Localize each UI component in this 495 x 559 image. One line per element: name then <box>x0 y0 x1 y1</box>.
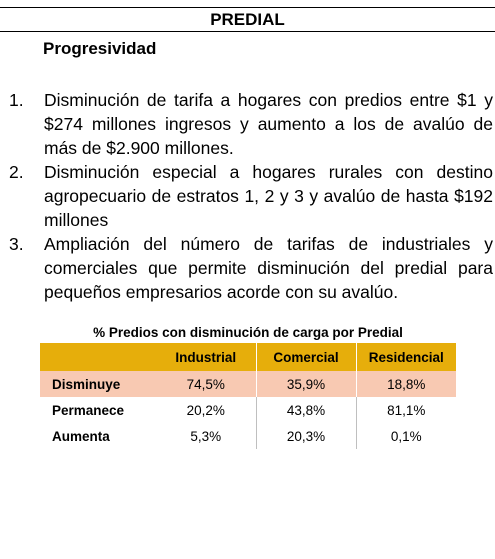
column-header-residencial: Residencial <box>355 343 456 371</box>
table-cell: 20,2% <box>186 402 225 418</box>
table-cell: 5,3% <box>190 428 222 444</box>
table-corner-cell <box>40 343 156 371</box>
list-item: 1. Disminución de tarifa a hogares con p… <box>0 88 495 160</box>
table-cell: 74,5% <box>156 371 256 397</box>
table-row: Disminuye 74,5% 35,9% 18,8% <box>40 371 456 397</box>
list-item-number: 2. <box>9 162 24 182</box>
list-item-text: Disminución especial a hogares rurales c… <box>44 162 493 230</box>
table-row: Aumenta 5,3% 20,3% 0,1% <box>40 423 456 449</box>
title-rule <box>0 31 495 32</box>
list-item-number: 3. <box>9 234 24 254</box>
table-row: Permanece 20,2% 43,8% 81,1% <box>40 397 456 423</box>
column-header-industrial: Industrial <box>156 343 256 371</box>
list-item: 2. Disminución especial a hogares rurale… <box>0 160 495 232</box>
table-cell: 20,3% <box>255 423 356 449</box>
table-header-row: Industrial Comercial Residencial <box>40 343 456 371</box>
row-label: Permanece <box>52 402 125 418</box>
list-item-number: 1. <box>9 90 24 110</box>
table-title: % Predios con disminución de carga por P… <box>93 325 403 340</box>
row-label: Aumenta <box>52 428 110 444</box>
section-subtitle: Progresividad <box>43 39 157 58</box>
top-rule <box>0 7 495 8</box>
list-item-text: Disminución de tarifa a hogares con pred… <box>44 90 493 158</box>
burden-table: Industrial Comercial Residencial Disminu… <box>40 343 456 449</box>
list-item: 3. Ampliación del número de tarifas de i… <box>0 232 495 304</box>
table-cell: 35,9% <box>255 371 356 397</box>
column-header-comercial: Comercial <box>255 343 356 371</box>
table-cell: 0,1% <box>355 423 456 449</box>
table-cell: 81,1% <box>355 397 456 423</box>
row-label: Disminuye <box>40 371 156 397</box>
table-cell: 43,8% <box>255 397 356 423</box>
list-item-text: Ampliación del número de tarifas de indu… <box>44 234 493 302</box>
page-title: PREDIAL <box>210 10 285 29</box>
table-cell: 18,8% <box>355 371 456 397</box>
numbered-list: 1. Disminución de tarifa a hogares con p… <box>0 88 495 304</box>
